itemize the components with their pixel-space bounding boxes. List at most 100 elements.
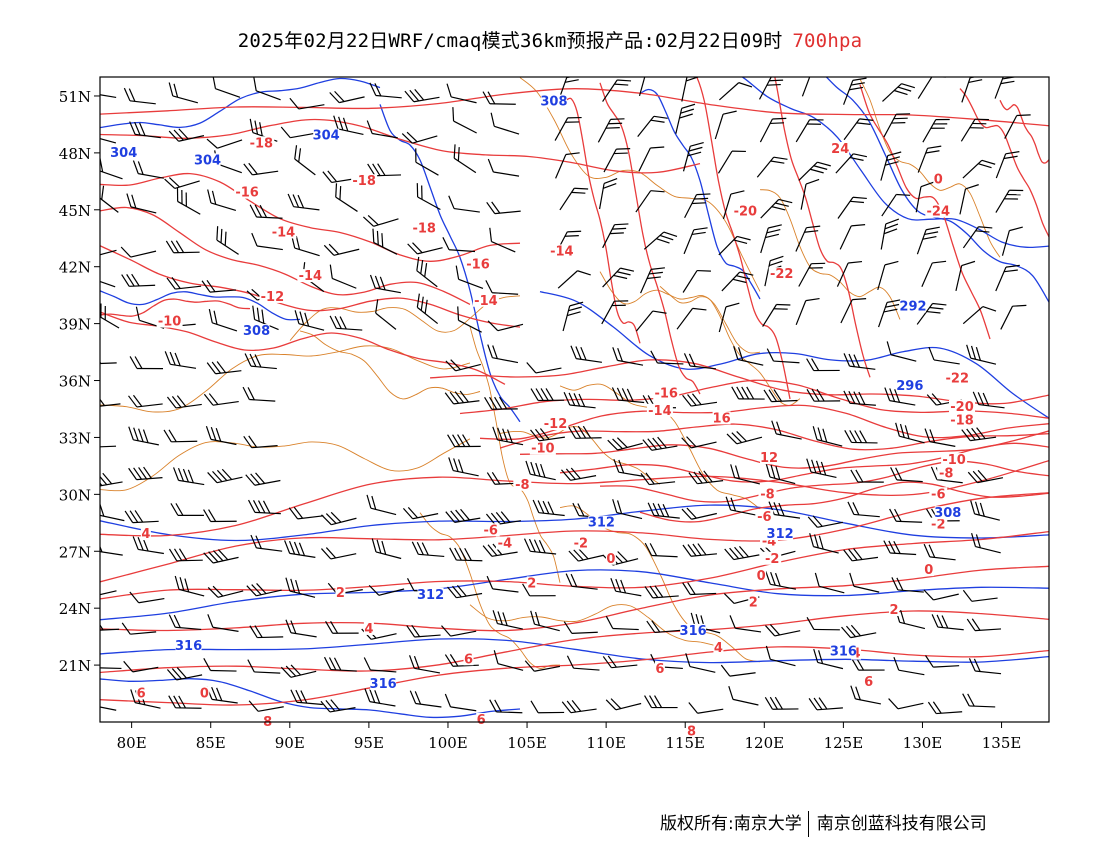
wind-barb [166,667,203,681]
wind-barb [768,501,801,519]
wind-barb [883,540,917,556]
wind-barb [280,664,317,678]
wind-barb [927,701,963,715]
height-contour [100,569,1049,621]
height-label: 316 [175,639,202,654]
lat-tick-label: 51N [59,88,91,106]
height-contour [639,88,761,300]
height-label-bg [417,587,444,601]
wind-barb [758,77,784,100]
wind-barb [486,575,519,593]
wind-barb [449,547,483,562]
wind-barb [242,386,276,402]
wind-barb [895,422,925,444]
lon-tick-label: 110E [586,734,626,752]
temperature-label-bg [941,453,968,467]
wind-barb [369,274,401,294]
wind-barb [124,510,159,524]
wind-barb [843,390,876,406]
temperature-label-bg [605,551,616,565]
temperature-contour [100,118,701,174]
wind-barb [411,541,445,558]
wind-barb [294,310,325,331]
border-line [419,512,561,669]
temperature-label-bg [944,371,971,385]
wind-barb [962,693,996,708]
wind-barb [812,426,843,447]
temperature-label: 2 [527,576,536,591]
wind-barb [995,189,1024,213]
wind-barb [598,178,618,210]
wind-barb [164,351,197,369]
temperature-label-bg [768,267,795,281]
wind-barb [121,622,157,635]
temperature-label-bg [199,686,210,700]
wind-barb [206,138,243,149]
temperature-label-bg [140,527,151,541]
wind-barb [525,460,556,481]
wind-barb [247,659,281,674]
wind-barb [714,110,737,140]
temperature-label: 0 [757,569,766,584]
lat-tick-label: 33N [59,429,91,447]
temperature-label: -16 [654,387,678,402]
copyright-right: 南京创蓝科技有限公司 [816,814,987,834]
wind-barb [362,215,399,227]
temperature-contour [959,88,1049,238]
wind-barb [206,686,238,704]
wind-barb [489,227,516,253]
temperature-label: 4 [141,527,150,542]
wind-barb [568,548,604,562]
temperature-label-bg [529,441,556,455]
temperature-label: 6 [137,686,146,701]
wind-barb [610,577,642,597]
wind-barb [961,427,997,442]
height-label: 304 [313,129,340,144]
wind-barb [837,196,867,219]
wind-barb [530,388,565,402]
wind-barb [492,610,523,630]
lon-tick-label: 115E [665,734,705,752]
temperature-label: -6 [931,487,945,502]
wind-barb [123,660,159,673]
lat-tick-label: 45N [59,202,91,220]
wind-barb [285,577,316,598]
height-label-bg [767,527,794,541]
wind-barb [762,303,791,327]
wind-barb [646,620,681,634]
height-contour [100,290,301,321]
wind-barb [683,353,717,370]
wind-barb [923,543,956,561]
lat-tick-label: 39N [59,316,91,334]
wind-barb [100,135,117,144]
height-label: 312 [588,516,615,531]
wind-barb [766,348,800,364]
wind-barb [532,499,565,517]
wind-barb [795,297,820,326]
lon-tick-label: 95E [354,734,384,752]
wind-barb [168,695,202,709]
wind-barb [765,645,796,667]
temperature-label: -14 [474,294,498,309]
height-contour [100,77,381,129]
wind-barb [563,392,596,409]
wind-barb [922,118,950,143]
wind-barb [492,426,524,446]
wind-barb [808,697,843,711]
wind-barb [881,193,911,217]
lat-tick-label: 42N [59,259,91,277]
wind-barb [729,615,762,633]
wind-barb [448,195,480,213]
wind-barb [959,184,979,215]
wind-barb [100,394,121,408]
temperature-label: 16 [713,411,731,426]
wind-barb [128,466,163,481]
wind-barb [372,228,398,255]
wind-barb [203,393,239,406]
wind-barb [602,655,638,669]
wind-barb [201,279,236,293]
wind-barb [756,156,788,178]
wind-barb [720,664,756,677]
wind-barb [132,536,164,555]
temperature-label: -8 [939,466,953,481]
